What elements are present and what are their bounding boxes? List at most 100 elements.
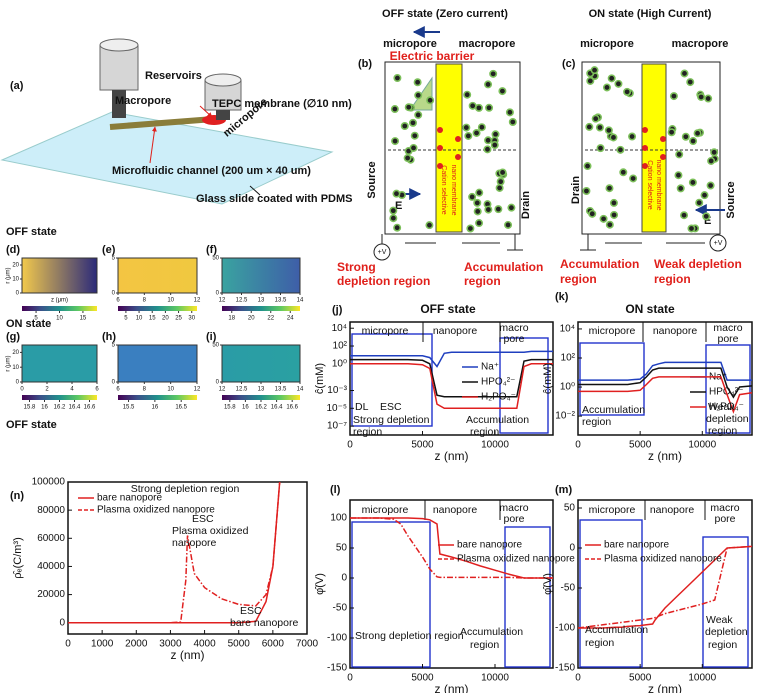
annotation: DL (355, 401, 369, 413)
region-label: Strong (337, 260, 376, 274)
x-tick-label: 13 (258, 387, 265, 393)
colorbar-tick-label: 30 (188, 316, 195, 322)
membrane-label: nano membrane (655, 160, 662, 211)
ion (408, 118, 417, 127)
panel-label: (i) (206, 331, 217, 343)
panel-label: (a) (10, 80, 24, 92)
ion (602, 83, 611, 92)
ion (623, 87, 632, 96)
annotation: Plasma oxidized (172, 525, 249, 537)
ion (508, 117, 517, 126)
y-tick-label: 20 (12, 263, 19, 269)
y-tick-label: -150 (327, 663, 347, 674)
ion (483, 145, 492, 154)
heatmap (21, 257, 98, 294)
ion (463, 90, 472, 99)
colorbar-tick-label: 25 (175, 316, 182, 322)
annotation: depletion (706, 413, 749, 425)
x-tick-label: 12 (194, 387, 201, 393)
heatmap (21, 344, 98, 383)
ion (473, 207, 482, 216)
annotation: micropore (589, 325, 636, 337)
ion (474, 103, 483, 112)
y-tick-label: 10² (333, 341, 348, 352)
ion (400, 122, 409, 131)
x-tick-label: 12 (219, 298, 226, 304)
region-label: region (560, 272, 597, 286)
series-line (578, 361, 752, 381)
series-line (577, 545, 753, 629)
ion (583, 162, 592, 171)
section-title: ON state (6, 318, 51, 330)
chart-title: ON state (625, 302, 675, 316)
x-tick-label: 0 (347, 440, 353, 451)
panel-label: (c) (562, 58, 576, 70)
x-tick-label: 4000 (193, 639, 216, 650)
ion (680, 69, 689, 78)
annotation: Weak (706, 614, 733, 626)
legend-label: Plasma oxidized nanopore (457, 554, 575, 565)
connector (112, 90, 126, 118)
x-tick-label: 6000 (262, 639, 285, 650)
annotation: region (470, 426, 499, 438)
ion (689, 137, 698, 146)
y-tick-label: 50 (212, 256, 219, 262)
annotation: micropore (362, 504, 409, 516)
membrane-label: Cation selective (440, 165, 447, 215)
ion (389, 206, 398, 215)
reservoir-top (204, 73, 242, 87)
ion (590, 66, 599, 75)
x-axis-label: z (nm) (435, 682, 469, 693)
ion (393, 74, 402, 83)
legend-label: bare nanopore (604, 540, 669, 551)
annotation: region (353, 426, 382, 438)
ion (687, 224, 696, 233)
colorbar-tick-label: 15.8 (24, 405, 36, 411)
series-line (350, 363, 553, 410)
ion (599, 214, 608, 223)
y-tick-label: 0 (112, 291, 116, 297)
ion (426, 96, 435, 105)
label: +V (378, 249, 387, 256)
colorbar (222, 306, 300, 311)
y-tick-label: -100 (555, 623, 575, 634)
annotation: macro (710, 502, 739, 514)
ion (710, 148, 719, 157)
colorbar-tick-label: 5 (124, 316, 128, 322)
x-tick-label: 1000 (91, 639, 114, 650)
y-tick-label: -50 (333, 603, 348, 614)
ion (681, 132, 690, 141)
annotation: pore (717, 333, 738, 345)
x-tick-label: 10000 (481, 673, 509, 684)
ion (494, 205, 503, 214)
colorbar-tick-label: 24 (287, 316, 294, 322)
charge (455, 154, 461, 160)
colorbar-tick-label: 15 (149, 316, 156, 322)
connector (216, 110, 230, 120)
x-tick-label: 6 (116, 298, 120, 304)
colorbar-tick-label: 10 (56, 316, 63, 322)
ion (485, 103, 494, 112)
colorbar-tick-label: 20 (162, 316, 169, 322)
x-tick-label: 2000 (125, 639, 148, 650)
arrow (149, 126, 157, 164)
y-tick-label: 10⁰ (332, 358, 347, 369)
annotation: region (582, 416, 611, 428)
colorbar-tick-label: 5 (34, 316, 38, 322)
x-tick-label: 6 (95, 387, 99, 393)
colorbar-tick-label: 16 (242, 405, 249, 411)
ion (484, 80, 493, 89)
legend-label: H₂PO₄⁻ (481, 392, 516, 403)
legend-label: HPO₄²⁻ (481, 377, 515, 388)
ion (674, 171, 683, 180)
y-tick-label: 10⁴ (560, 324, 575, 335)
panel-label: (e) (102, 244, 116, 256)
y-tick-label: 20 (12, 350, 19, 356)
y-tick-label: 10⁻⁷ (327, 421, 347, 432)
series-line (578, 367, 753, 399)
channel-box (581, 61, 721, 235)
ion (468, 101, 477, 110)
y-tick-label: 10² (561, 353, 576, 364)
y-tick-label: 50 (564, 503, 576, 514)
annotation: Strong depletion region (131, 483, 240, 495)
